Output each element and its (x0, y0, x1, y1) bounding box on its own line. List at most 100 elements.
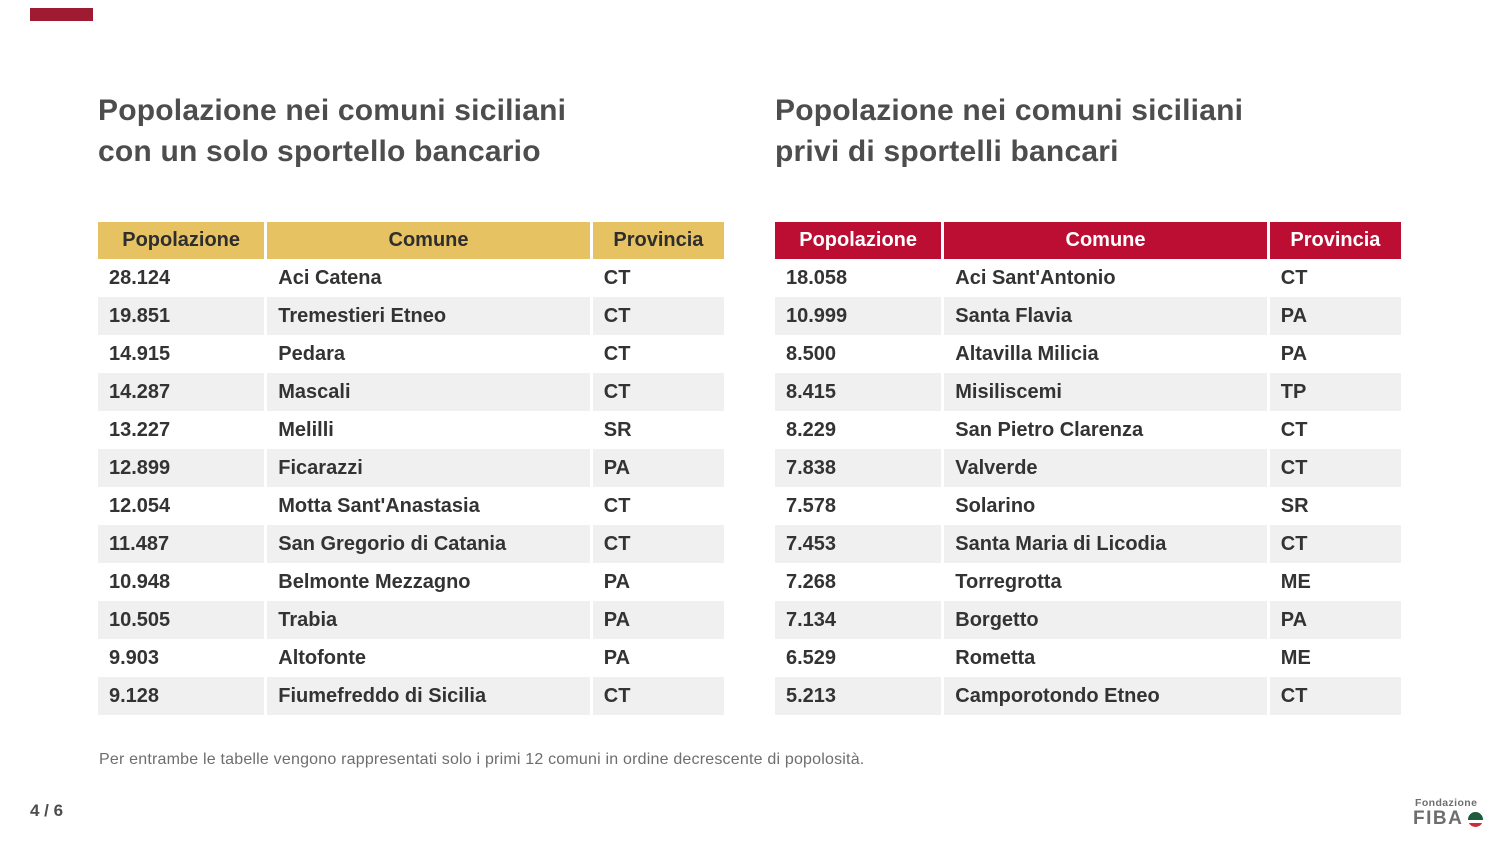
table-cell: CT (589, 335, 724, 373)
logo-name: FIBA (1413, 808, 1464, 829)
title-line-2: con un solo sportello bancario (98, 135, 541, 168)
table-cell: 19.851 (109, 304, 171, 327)
table-cell: 10.505 (109, 608, 171, 631)
table-cell: PA (1266, 335, 1401, 373)
table-row: 8.415 Misiliscemi TP (775, 373, 1401, 411)
table-cell: Trabia (264, 601, 592, 639)
table-cell: 13.227 (109, 418, 171, 441)
column-header: Comune (941, 222, 1269, 259)
table-cell: ME (1266, 639, 1401, 677)
section-title: Popolazione nei comuni siciliani privi di… (775, 90, 1401, 172)
table-cell: CT (589, 487, 724, 525)
fondazione-fiba-logo: Fondazione FIBA (1413, 797, 1484, 829)
footnote: Per entrambe le tabelle vengono rapprese… (99, 751, 865, 768)
table-cell: SR (1266, 487, 1401, 525)
table-row: 14.915 Pedara CT (98, 335, 724, 373)
title-line-2: privi di sportelli bancari (775, 135, 1119, 168)
table-row: 19.851 Tremestieri Etneo CT (98, 297, 724, 335)
table-row: 7.134 Borgetto PA (775, 601, 1401, 639)
title-line-1: Popolazione nei comuni siciliani (775, 94, 1244, 127)
table-cell: Fiumefreddo di Sicilia (264, 677, 592, 715)
section-title: Popolazione nei comuni siciliani con un s… (98, 90, 724, 172)
column-header: Comune (264, 222, 592, 259)
italian-flag-globe-icon (1468, 811, 1484, 827)
table-header-row: Popolazione Comune Provincia (775, 222, 1401, 259)
table-row: 10.505 Trabia PA (98, 601, 724, 639)
table-cell: Torregrotta (941, 563, 1269, 601)
table-row: 12.899 Ficarazzi PA (98, 449, 724, 487)
table-cell: 8.415 (786, 380, 837, 403)
table-cell: 5.213 (786, 684, 837, 707)
column-header: Provincia (589, 222, 724, 259)
table-row: 7.268 Torregrotta ME (775, 563, 1401, 601)
table-cell: Borgetto (941, 601, 1269, 639)
column-header: Popolazione (122, 229, 241, 251)
table-row: 28.124 Aci Catena CT (98, 259, 724, 297)
table-row: 9.128 Fiumefreddo di Sicilia CT (98, 677, 724, 715)
table-row: 10.999 Santa Flavia PA (775, 297, 1401, 335)
table-cell: Melilli (264, 411, 592, 449)
table-cell: San Gregorio di Catania (264, 525, 592, 563)
table-cell: 9.903 (109, 646, 160, 669)
logo-top-text: Fondazione (1415, 797, 1478, 809)
table-cell: 8.500 (786, 342, 837, 365)
table-row: 7.453 Santa Maria di Licodia CT (775, 525, 1401, 563)
table-cell: 7.134 (786, 608, 837, 631)
table-cell: Solarino (941, 487, 1269, 525)
table-cell: 18.058 (786, 266, 848, 289)
table-row: 13.227 Melilli SR (98, 411, 724, 449)
table-cell: PA (589, 639, 724, 677)
table-cell: Santa Maria di Licodia (941, 525, 1269, 563)
column-header: Provincia (1266, 222, 1401, 259)
table-cell: CT (589, 297, 724, 335)
table-cell: CT (589, 677, 724, 715)
table-cell: 7.838 (786, 456, 837, 479)
table-row: 6.529 Rometta ME (775, 639, 1401, 677)
table-cell: 11.487 (109, 532, 170, 555)
table-cell: San Pietro Clarenza (941, 411, 1269, 449)
table-cell: CT (589, 525, 724, 563)
table-cell: CT (589, 373, 724, 411)
table-cell: Pedara (264, 335, 592, 373)
table-cell: Mascali (264, 373, 592, 411)
section-one-branch: Popolazione nei comuni siciliani con un s… (98, 90, 724, 715)
table-cell: 12.054 (109, 494, 171, 517)
table-header-row: Popolazione Comune Provincia (98, 222, 724, 259)
table-cell: Santa Flavia (941, 297, 1269, 335)
table-cell: Motta Sant'Anastasia (264, 487, 592, 525)
page-number: 4 / 6 (30, 801, 64, 820)
table-cell: CT (1266, 449, 1401, 487)
table-cell: 14.287 (109, 380, 171, 403)
table-cell: PA (1266, 297, 1401, 335)
table-cell: 28.124 (109, 266, 171, 289)
table-row: 14.287 Mascali CT (98, 373, 724, 411)
table-cell: PA (589, 449, 724, 487)
table-cell: ME (1266, 563, 1401, 601)
table-one-branch: Popolazione Comune Provincia 28.124 Aci Cat… (98, 222, 724, 715)
table-cell: 10.999 (786, 304, 848, 327)
table-cell: Camporotondo Etneo (941, 677, 1269, 715)
table-cell: Aci Sant'Antonio (941, 259, 1269, 297)
table-cell: 9.128 (109, 684, 160, 707)
title-line-1: Popolazione nei comuni siciliani (98, 94, 567, 127)
table-row: 5.213 Camporotondo Etneo CT (775, 677, 1401, 715)
table-row: 12.054 Motta Sant'Anastasia CT (98, 487, 724, 525)
table-cell: Altofonte (264, 639, 592, 677)
table-cell: 10.948 (109, 570, 171, 593)
table-cell: 8.229 (786, 418, 837, 441)
table-cell: CT (1266, 677, 1401, 715)
column-header: Popolazione (799, 229, 918, 251)
table-row: 7.838 Valverde CT (775, 449, 1401, 487)
table-cell: Altavilla Milicia (941, 335, 1269, 373)
top-accent-bar (30, 8, 93, 21)
table-cell: SR (589, 411, 724, 449)
table-cell: 14.915 (109, 342, 171, 365)
table-cell: Rometta (941, 639, 1269, 677)
table-cell: CT (1266, 411, 1401, 449)
table-cell: CT (1266, 259, 1401, 297)
logo-row: FIBA (1413, 808, 1484, 829)
table-cell: Aci Catena (264, 259, 592, 297)
table-row: 10.948 Belmonte Mezzagno PA (98, 563, 724, 601)
table-cell: 6.529 (786, 646, 837, 669)
